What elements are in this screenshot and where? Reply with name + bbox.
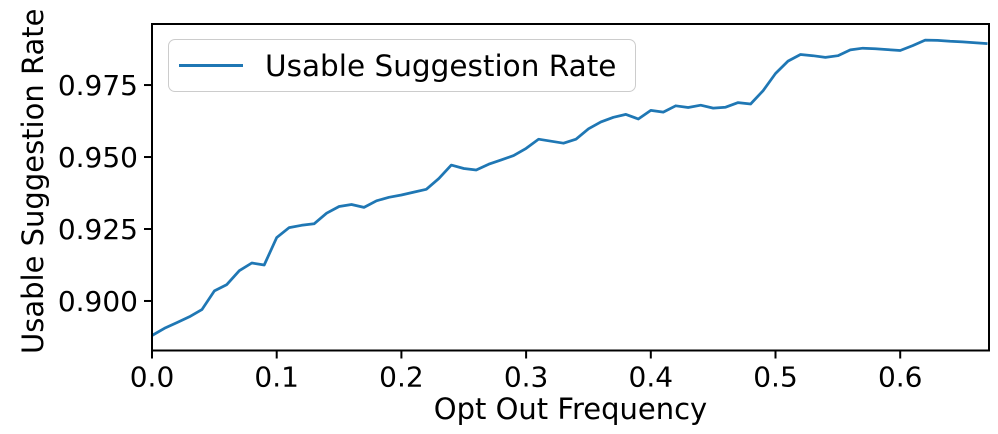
x-axis-label: Opt Out Frequency (433, 392, 708, 426)
usable-suggestion-rate-line (151, 38, 988, 337)
x-ticks: 0.0 0.1 0.2 0.3 0.4 0.5 0.6 (130, 350, 923, 394)
y-ticks: 0.900 0.925 0.950 0.975 (58, 69, 152, 318)
plot-frame (151, 23, 990, 352)
y-tick-label: 0.975 (58, 69, 138, 102)
x-tick-label: 0.6 (878, 361, 923, 394)
legend: Usable Suggestion Rate (168, 39, 636, 92)
y-tick-label: 0.950 (58, 141, 138, 174)
y-tick-label: 0.925 (58, 213, 138, 246)
x-tick-label: 0.0 (130, 361, 175, 394)
legend-line-sample-icon (179, 64, 243, 67)
x-tick-label: 0.4 (629, 361, 674, 394)
x-tick-label: 0.3 (504, 361, 549, 394)
y-axis-label: Usable Suggestion Rate (16, 8, 50, 354)
x-tick-label: 0.2 (379, 361, 424, 394)
y-tick-label: 0.900 (58, 285, 138, 318)
x-tick-label: 0.1 (254, 361, 299, 394)
x-tick-label: 0.5 (753, 361, 798, 394)
legend-label: Usable Suggestion Rate (265, 48, 617, 83)
